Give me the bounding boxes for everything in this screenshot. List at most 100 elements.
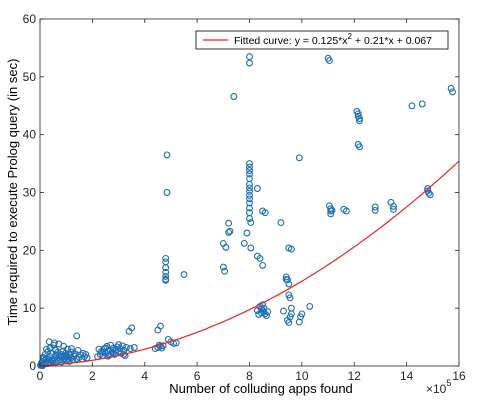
- y-tick-label: 10: [23, 301, 37, 315]
- y-tick-label: 50: [23, 70, 37, 84]
- scatter-point: [246, 199, 253, 207]
- scatter-point: [157, 322, 164, 330]
- scatter-point: [246, 187, 253, 195]
- scatter-point: [282, 275, 290, 283]
- scatter-point: [247, 244, 255, 252]
- scatter-point: [60, 342, 68, 350]
- x-tick-label: 16: [452, 369, 466, 383]
- legend-label-main: Fitted curve: y = 0.125*x: [234, 35, 348, 47]
- scatter-point: [371, 206, 379, 214]
- scatter-point: [162, 276, 170, 284]
- legend-label-rest: + 0.21*x + 0.067: [352, 35, 432, 47]
- scatter-point: [246, 215, 253, 222]
- scatter-point: [356, 143, 363, 151]
- scatter-point: [221, 267, 229, 275]
- scatter-point: [240, 239, 248, 247]
- fitted-curve: [39, 160, 460, 367]
- y-tick-label: 0: [29, 359, 36, 373]
- scatter-point: [225, 219, 233, 227]
- x-tick-label: 14: [400, 369, 414, 383]
- plot-area: [37, 53, 460, 370]
- scatter-point: [43, 345, 50, 353]
- scatter-point: [286, 294, 294, 302]
- scatter-point: [277, 219, 285, 227]
- scatter-point: [256, 254, 264, 262]
- scatter-point: [306, 302, 314, 310]
- scatter-point: [327, 210, 335, 218]
- scatter-point: [219, 263, 227, 271]
- y-tick-label: 40: [23, 128, 37, 142]
- scatter-point: [40, 354, 48, 362]
- scatter-point: [159, 342, 167, 350]
- scatter-point: [99, 348, 107, 356]
- scatter-point: [424, 185, 432, 192]
- y-tick-label: 20: [23, 243, 37, 257]
- scatter-point: [246, 195, 253, 203]
- scatter-point: [408, 102, 416, 110]
- scatter-point: [264, 308, 272, 316]
- x-axis-label: Number of colluding apps found: [169, 381, 353, 396]
- scatter-point: [261, 209, 269, 217]
- scatter-point: [58, 358, 65, 366]
- scatter-point: [425, 189, 433, 197]
- scatter-point: [162, 268, 170, 276]
- scatter-point: [246, 204, 253, 212]
- scatter-point: [50, 339, 58, 347]
- y-axis-label: Time required to execute Prolog query (i…: [5, 59, 20, 326]
- scatter-point: [246, 170, 253, 178]
- scatter-point: [119, 342, 126, 350]
- scatter-point: [260, 304, 268, 312]
- scatter-point: [243, 229, 251, 237]
- scatter-point: [180, 271, 188, 279]
- scatter-point: [280, 307, 287, 315]
- scatter-point: [162, 254, 170, 262]
- scatter-point: [163, 151, 171, 159]
- scatter-point: [225, 228, 233, 236]
- scatter-point: [285, 319, 293, 327]
- scatter-point: [327, 205, 335, 213]
- x-tick-label: 12: [348, 369, 362, 383]
- x-tick-label: 10: [295, 369, 309, 383]
- scatter-point: [447, 84, 455, 92]
- scatter-point: [253, 185, 261, 192]
- x-tick-label: 0: [37, 369, 44, 383]
- scatter-point: [157, 342, 164, 350]
- scatter-point: [449, 88, 456, 96]
- scatter-point: [121, 352, 129, 360]
- scatter-point: [297, 313, 305, 321]
- scatter-point: [259, 261, 267, 269]
- x-tick-label: 8: [246, 369, 253, 383]
- scatter-point: [65, 357, 73, 365]
- legend: Fitted curve: y = 0.125*x2 + 0.21*x + 0.…: [195, 30, 449, 50]
- scatter-point: [253, 307, 261, 314]
- scatter-point: [130, 344, 138, 351]
- y-tick-label: 30: [23, 186, 37, 200]
- legend-box: [195, 30, 449, 50]
- scatter-point: [247, 219, 255, 227]
- scatter-point: [246, 191, 253, 199]
- x-tick-label: 4: [141, 369, 148, 383]
- scatter-point: [82, 350, 90, 358]
- scatter-point: [222, 243, 230, 251]
- scatter-point: [115, 341, 123, 349]
- scatter-point: [342, 207, 350, 215]
- scatter-point: [126, 345, 134, 353]
- scatter-point: [246, 163, 253, 171]
- scatter-point: [246, 180, 253, 188]
- scatter-point: [246, 160, 253, 168]
- scatter-point: [246, 53, 253, 61]
- y-tick-label: 60: [23, 12, 37, 26]
- scatter-point: [162, 272, 170, 280]
- scatter-point: [162, 264, 170, 272]
- x-tick-label: 2: [89, 369, 96, 383]
- scatter-point: [356, 117, 363, 125]
- scatter-point: [356, 115, 363, 122]
- scatter-point: [52, 346, 60, 354]
- scatter-point: [122, 344, 130, 351]
- scatter-point: [128, 324, 136, 332]
- scatter-point: [226, 227, 234, 235]
- x-axis-multiplier-exponent: 5: [446, 378, 451, 388]
- scatter-point: [73, 332, 81, 340]
- scatter-point: [328, 206, 336, 214]
